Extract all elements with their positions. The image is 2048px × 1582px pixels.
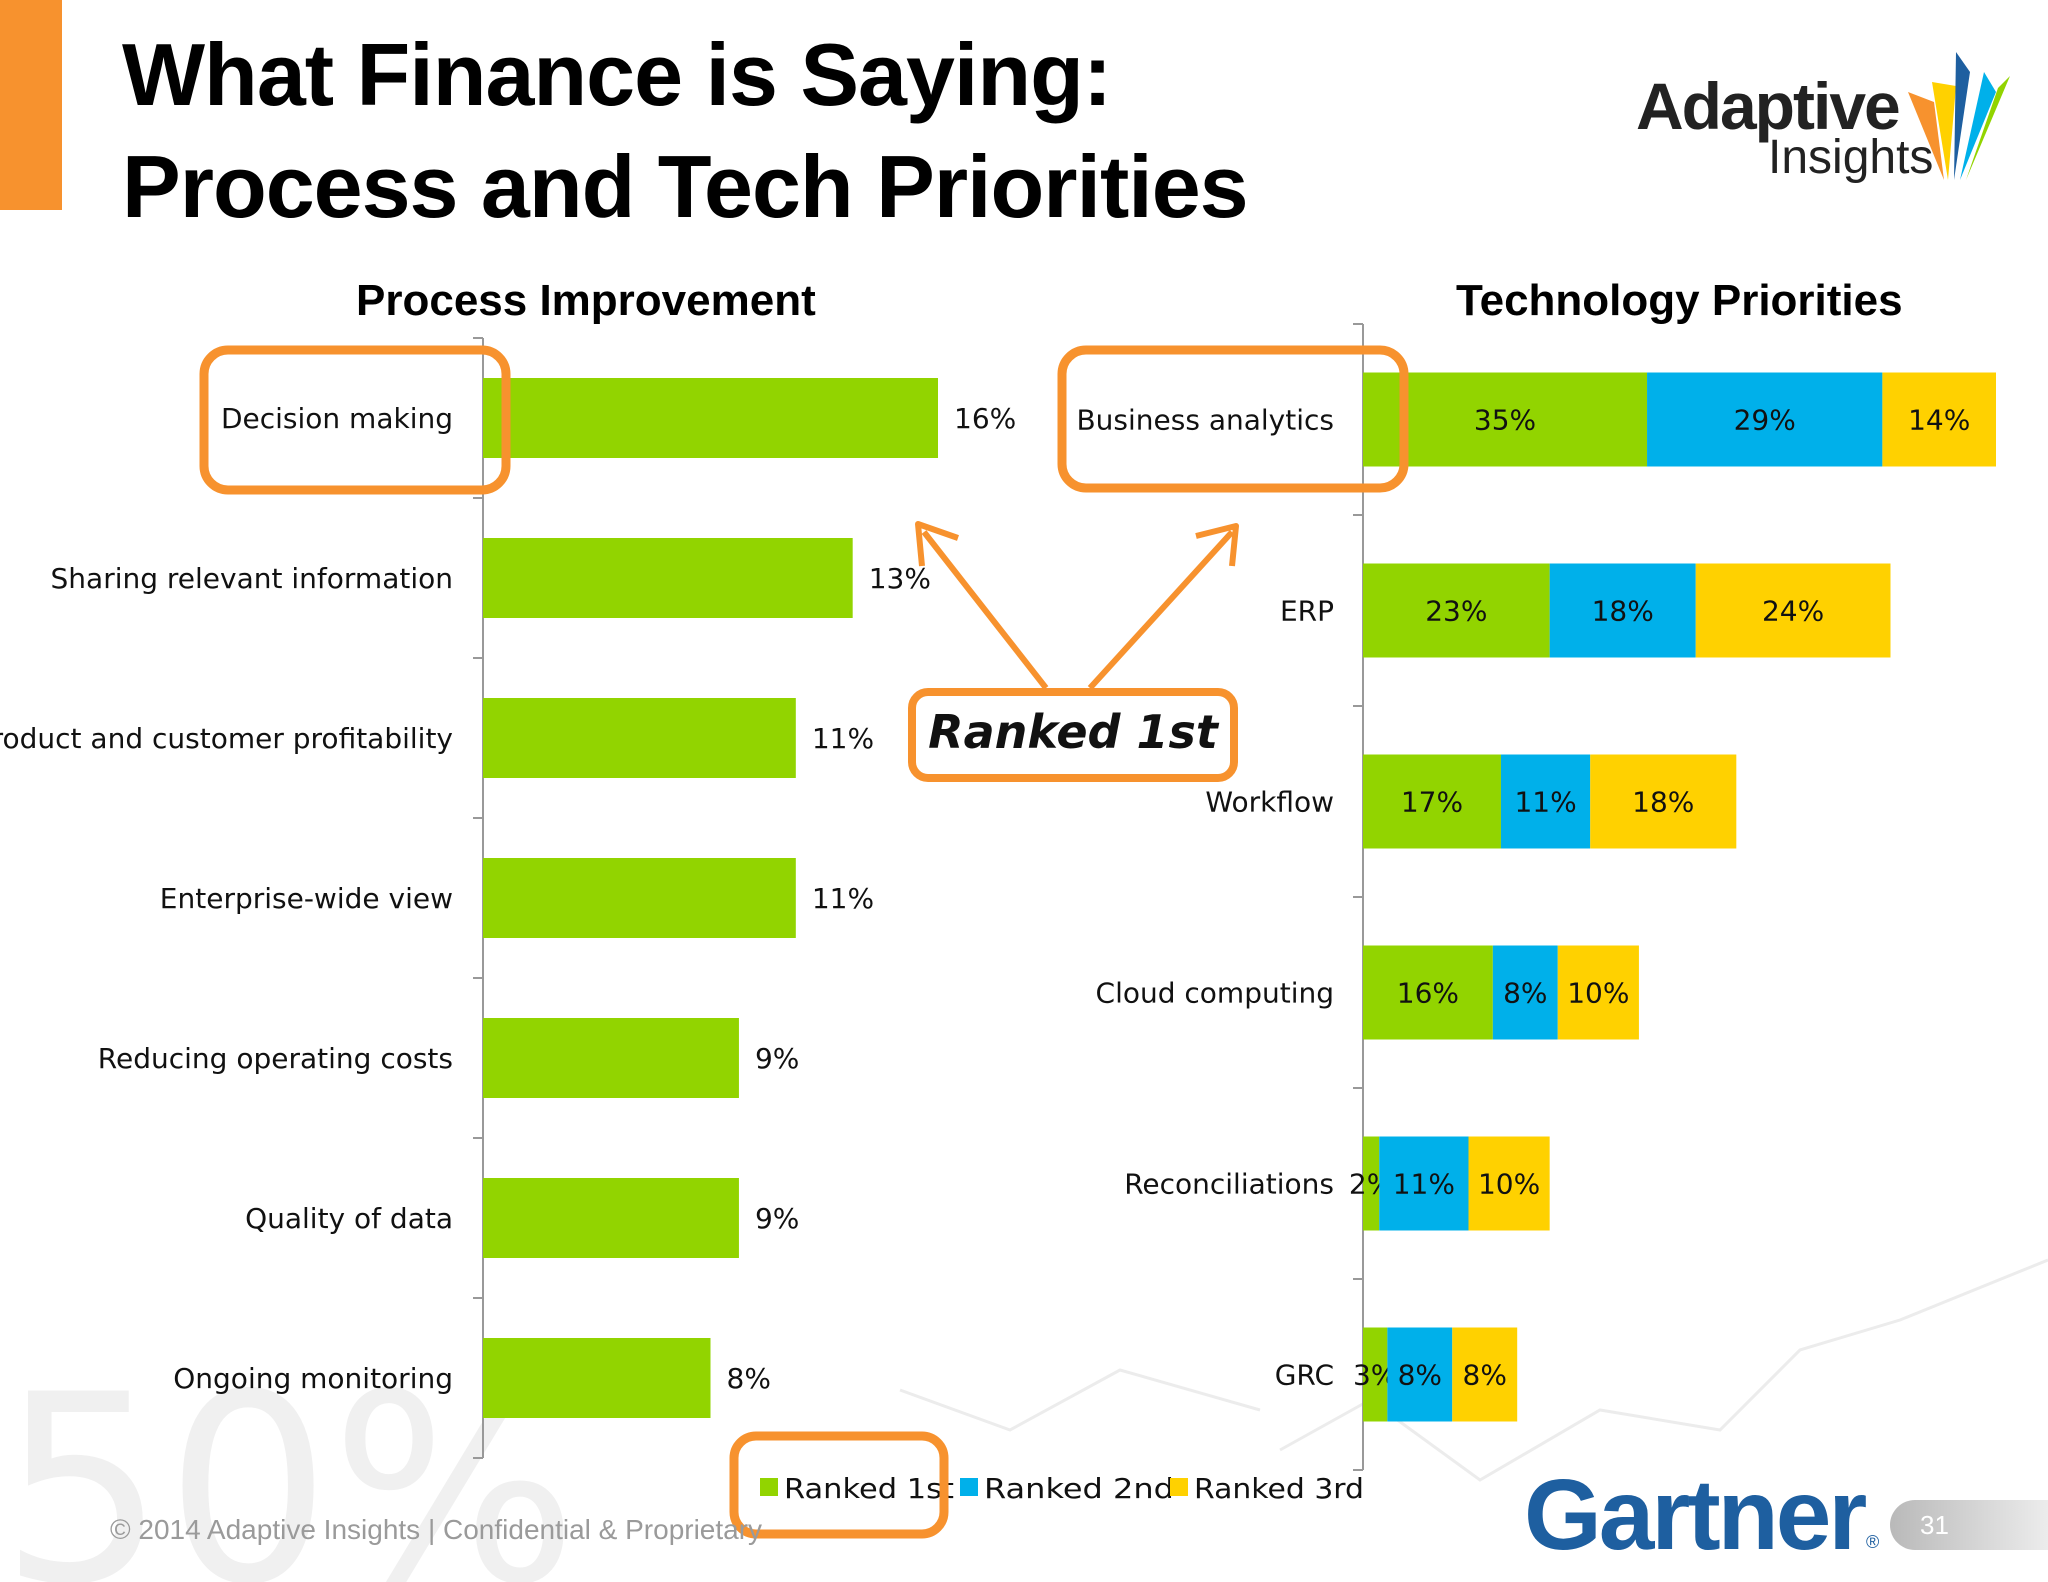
process-bar xyxy=(483,378,938,458)
legend-label: Ranked 1st xyxy=(784,1472,954,1505)
slide-title-line-1: What Finance is Saying: xyxy=(122,25,1112,124)
highlight-box-business-analytics xyxy=(1057,345,1409,493)
tech-value-label: 16% xyxy=(1397,977,1459,1010)
legend-label: Ranked 2nd xyxy=(984,1472,1174,1505)
tech-value-label: 35% xyxy=(1474,404,1536,437)
page-number: 31 xyxy=(1890,1500,2048,1550)
process-category-label: Decision making xyxy=(221,402,453,435)
tech-chart-title: Technology Priorities xyxy=(1456,276,1903,325)
tech-value-label: 17% xyxy=(1401,786,1463,819)
footer-copyright: © 2014 Adaptive Insights | Confidential … xyxy=(110,1514,763,1545)
process-category-label: Reducing operating costs xyxy=(98,1042,453,1075)
arrow-line-left xyxy=(921,530,1049,690)
tech-bar-segment xyxy=(1557,945,1639,1040)
legend-swatch xyxy=(760,1478,778,1496)
tech-bar-segment xyxy=(1363,1136,1380,1231)
process-bar xyxy=(483,1178,739,1258)
gartner-registered-mark: ® xyxy=(1866,1532,1880,1552)
process-value-label: 13% xyxy=(869,562,931,595)
tech-bar-segment xyxy=(1363,563,1550,658)
process-category-label: Product and customer profitability xyxy=(0,722,453,755)
tech-bar-segment xyxy=(1882,372,1996,467)
process-bar xyxy=(483,538,853,618)
tech-value-label: 11% xyxy=(1514,786,1576,819)
process-category-label: Sharing relevant information xyxy=(51,562,453,595)
tech-bar-segment xyxy=(1647,372,1883,467)
process-bar xyxy=(483,1338,711,1418)
tech-bar-segment xyxy=(1500,754,1591,849)
process-bar xyxy=(483,698,796,778)
process-value-label: 11% xyxy=(812,722,874,755)
tech-bar-segment xyxy=(1590,754,1737,849)
tech-bar-segment xyxy=(1379,1136,1469,1231)
tech-bar-segment xyxy=(1363,754,1501,849)
tech-value-label: 18% xyxy=(1592,595,1654,628)
process-value-label: 16% xyxy=(954,402,1016,435)
highlight-box-decision-making xyxy=(199,345,511,495)
tech-bar-segment xyxy=(1363,1327,1388,1422)
process-category-label: Quality of data xyxy=(245,1202,453,1235)
callout-text: Ranked 1st xyxy=(928,705,1220,759)
callout-box xyxy=(908,688,1238,782)
tech-bar-segment xyxy=(1549,563,1696,658)
arrow-line-right xyxy=(1087,529,1235,691)
tech-bar-segment xyxy=(1468,1136,1550,1231)
tech-category-label: ERP xyxy=(1280,595,1334,628)
tech-bar-segment xyxy=(1387,1327,1453,1422)
svg-text:50%: 50% xyxy=(0,1340,578,1582)
process-bar xyxy=(483,1018,739,1098)
tech-category-label: Reconciliations xyxy=(1124,1168,1334,1201)
tech-bar-segment xyxy=(1363,945,1493,1040)
tech-value-label: 24% xyxy=(1762,595,1824,628)
process-category-label: Ongoing monitoring xyxy=(173,1362,453,1395)
adaptive-logo-icon xyxy=(1908,52,2010,180)
legend-swatch xyxy=(960,1478,978,1496)
process-bar xyxy=(483,858,796,938)
highlight-box-legend-ranked-1st xyxy=(729,1431,949,1539)
legend-swatch xyxy=(1170,1478,1188,1496)
process-value-label: 11% xyxy=(812,882,874,915)
adaptive-logo-text: Adaptive xyxy=(1636,69,1901,143)
gartner-logo: Gartner xyxy=(1524,1459,1867,1571)
tech-value-label: 11% xyxy=(1393,1168,1455,1201)
process-value-label: 8% xyxy=(727,1362,771,1395)
arrow-head-right xyxy=(1195,523,1239,567)
tech-value-label: 8% xyxy=(1503,977,1547,1010)
tech-bar-segment xyxy=(1363,372,1648,467)
slide-title-line-2: Process and Tech Priorities xyxy=(122,137,1249,236)
tech-bar-segment xyxy=(1695,563,1891,658)
tech-value-label: 8% xyxy=(1398,1359,1442,1392)
arrow-head-left xyxy=(915,521,959,567)
background-number-pattern: 50% xyxy=(0,1258,2048,1582)
tech-value-label: 8% xyxy=(1463,1359,1507,1392)
process-improvement-chart: Decision making 16% Sharing relevant infor… xyxy=(0,337,1016,1459)
tech-category-label: Workflow xyxy=(1205,786,1334,819)
process-chart-title: Process Improvement xyxy=(356,276,816,325)
tech-bar-segment xyxy=(1452,1327,1518,1422)
tech-value-label: 14% xyxy=(1908,404,1970,437)
insights-logo-text: Insights xyxy=(1768,131,1934,184)
tech-value-label: 10% xyxy=(1567,977,1629,1010)
process-value-label: 9% xyxy=(755,1042,799,1075)
tech-category-label: Cloud computing xyxy=(1096,977,1334,1010)
technology-priorities-chart: Business analytics 35% 29% 14% ERP 23% 18% 24% W… xyxy=(760,323,1996,1505)
tech-category-label: Business analytics xyxy=(1076,404,1334,437)
tech-category-label: GRC xyxy=(1275,1359,1334,1392)
tech-bar-segment xyxy=(1492,945,1558,1040)
tech-value-label: 23% xyxy=(1425,595,1487,628)
process-category-label: Enterprise-wide view xyxy=(160,882,453,915)
accent-bar xyxy=(0,0,62,210)
annotation-layer: Ranked 1st xyxy=(199,345,1409,1539)
tech-value-label: 18% xyxy=(1632,786,1694,819)
tech-value-label: 10% xyxy=(1478,1168,1540,1201)
legend-label: Ranked 3rd xyxy=(1194,1472,1364,1505)
tech-value-label: 29% xyxy=(1734,404,1796,437)
process-value-label: 9% xyxy=(755,1202,799,1235)
